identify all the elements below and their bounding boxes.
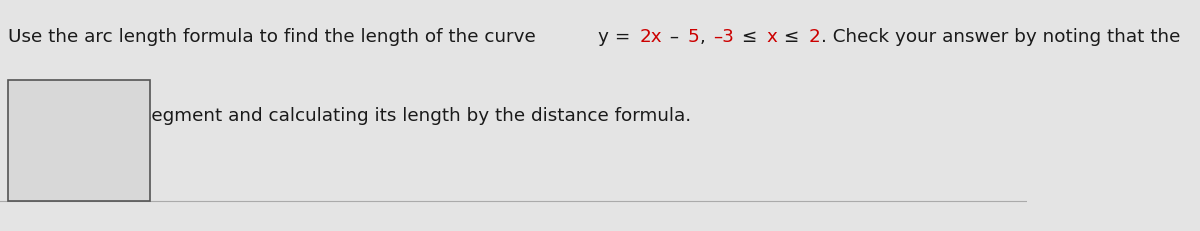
Text: y: y bbox=[598, 28, 608, 46]
Text: x: x bbox=[767, 28, 778, 46]
Text: ,: , bbox=[701, 28, 712, 46]
Text: curve is a line segment and calculating its length by the distance formula.: curve is a line segment and calculating … bbox=[8, 106, 691, 124]
Text: –: – bbox=[665, 28, 685, 46]
Text: =: = bbox=[610, 28, 637, 46]
Text: . Check your answer by noting that the: . Check your answer by noting that the bbox=[821, 28, 1181, 46]
Text: ≤: ≤ bbox=[779, 28, 805, 46]
Text: 2x: 2x bbox=[640, 28, 662, 46]
Text: 2: 2 bbox=[809, 28, 820, 46]
Text: ≤: ≤ bbox=[737, 28, 763, 46]
Text: –3: –3 bbox=[713, 28, 734, 46]
FancyBboxPatch shape bbox=[8, 81, 150, 201]
Text: Use the arc length formula to find the length of the curve: Use the arc length formula to find the l… bbox=[8, 28, 542, 46]
Text: 5: 5 bbox=[688, 28, 700, 46]
